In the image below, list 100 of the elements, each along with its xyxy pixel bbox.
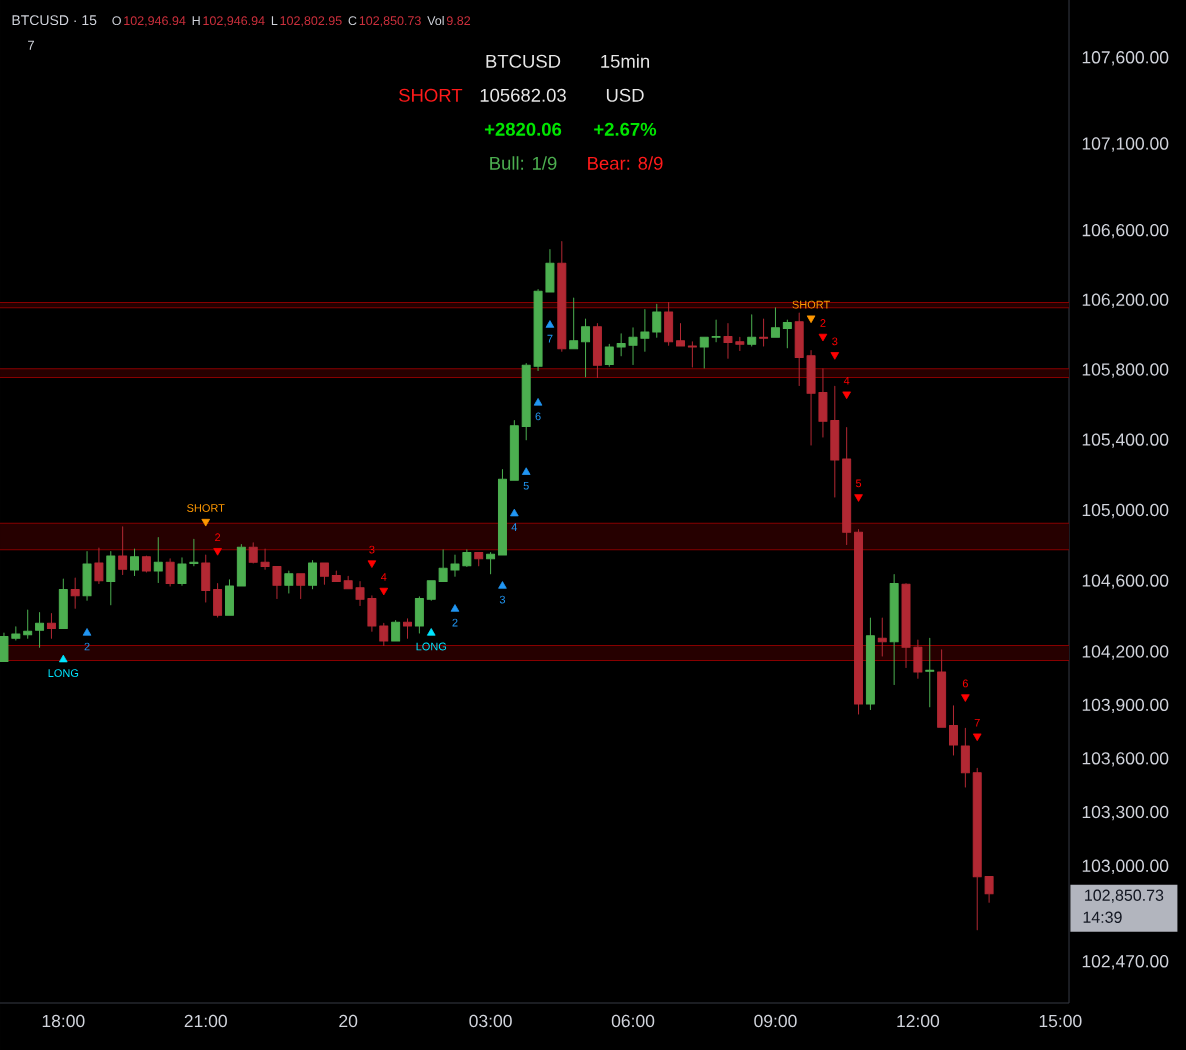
y-tick-label: 107,100.00 [1082,137,1169,152]
y-tick-label: 103,600.00 [1082,752,1169,767]
annotation: 7 [28,40,34,50]
annotation: 102,946.94 [124,16,186,27]
candlestick [130,548,140,576]
candlestick [806,349,816,446]
y-tick-label: 104,200.00 [1082,645,1169,660]
x-tick-label: 09:00 [754,1014,797,1028]
x-tick-label: 21:00 [184,1014,227,1028]
candlestick [782,319,792,349]
y-tick-label: 103,000.00 [1082,859,1169,875]
candlestick [189,538,199,567]
text: 14:39 [1083,911,1122,923]
y-tick-label: 106,200.00 [1082,293,1169,308]
annotation: H [192,16,200,25]
annotation: 105682.03 [480,88,566,102]
annotation: USD [606,88,644,102]
y-tick-label: 105,000.00 [1082,503,1169,519]
candlestick [901,582,911,669]
annotation: 15min [601,54,650,68]
annotation: 7 [974,718,980,727]
candlestick [153,536,163,583]
y-tick-label: 105,800.00 [1082,363,1169,378]
candlestick [403,618,412,639]
candlestick [521,363,531,441]
candlestick [592,322,602,379]
candlestick [272,566,282,599]
y-tick-label: 104,600.00 [1082,574,1169,589]
candlestick [533,288,543,372]
annotation: 3 [369,545,375,554]
candlestick [414,596,424,634]
text: BTCUSD · 15 [12,15,97,26]
annotation: 3 [832,337,838,346]
annotation: LONG [416,642,447,651]
candlestick [569,297,579,350]
annotation: 4 [380,573,387,581]
candlestick [604,343,614,367]
candlestick [854,529,864,715]
y-tick-label: 106,600.00 [1082,223,1169,239]
y-tick-label: 107,600.00 [1082,51,1169,66]
candlestick [972,767,982,931]
annotation: 4 [843,376,850,385]
x-tick-label: 12:00 [897,1014,940,1028]
candlestick [355,581,365,607]
candlestick [284,570,294,594]
candlestick [664,301,674,346]
candlestick [628,327,638,365]
candlestick [0,632,9,662]
candlestick [960,727,970,788]
candlestick [296,573,306,599]
candlestick [343,575,353,590]
annotation: 9.82 [446,16,471,26]
candlestick [331,570,341,583]
candlestick [379,622,389,646]
candlestick [913,639,923,679]
candlestick [486,551,496,575]
annotation: 7 [547,334,553,343]
annotation: 6 [535,412,541,421]
candlestick [82,551,92,601]
annotation: Bear: 8/9 [588,156,663,170]
annotation: 102,802.95 [280,16,342,27]
candlestick [319,562,329,585]
y-tick-label: 105,400.00 [1082,433,1169,448]
candlestick [462,549,472,568]
candlestick [11,626,21,641]
annotation: SHORT [399,88,463,102]
candlestick [46,612,56,639]
candlestick [35,612,45,648]
candlestick [699,336,709,369]
candlestick [23,609,33,639]
candlestick [865,617,875,710]
annotation: +2.67% [594,122,657,136]
annotation: SHORT [187,504,225,512]
candlestick [201,554,211,603]
candlestick [925,637,935,708]
x-tick-label: 15:00 [1039,1014,1082,1028]
candlestick [58,578,68,630]
x-tick-label: 20 [339,1014,358,1028]
x-tick-label: 06:00 [611,1014,655,1028]
annotation: 102,850.73 [359,16,421,27]
annotation: 2 [215,533,221,542]
candlestick [70,577,80,609]
candlestick [308,559,318,590]
candlestick [236,544,246,587]
annotation: 5 [523,481,529,490]
candlestick [165,558,175,587]
annotation: C [348,16,357,26]
annotation: Vol [427,15,444,26]
candlestick [545,248,555,293]
y-tick-label: 102,470.00 [1082,955,1169,970]
candlestick [770,307,780,338]
y-tick-label: 103,300.00 [1082,805,1169,821]
candlestick [509,419,519,481]
annotation: LONG [48,669,79,678]
candlestick [177,557,187,586]
x-tick-label: 03:00 [469,1014,512,1028]
candlestick [497,469,507,556]
candlestick [794,312,804,386]
candlestick [652,303,662,338]
candlestick [141,555,151,573]
